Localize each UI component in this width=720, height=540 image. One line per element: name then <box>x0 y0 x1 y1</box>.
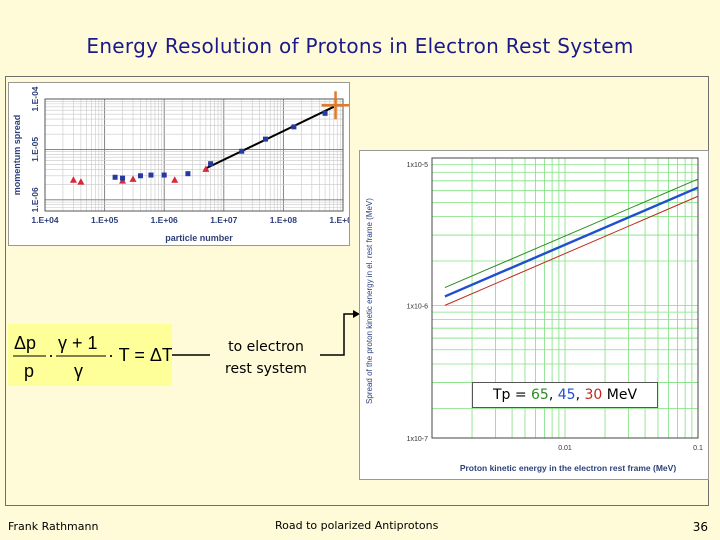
x-tick-label: 1.E+07 <box>210 215 237 225</box>
tp-legend-box: Tp = 65, 45, 30 MeV <box>472 382 658 408</box>
formula-gamma-plus-one: γ + 1 <box>58 333 98 353</box>
data-point-square <box>322 110 328 116</box>
x-tick-label: 1.E+04 <box>31 215 58 225</box>
to-electron-rest-system-label: to electron rest system <box>212 336 320 380</box>
x-tick-label: 0.1 <box>693 445 703 452</box>
data-point-square <box>161 172 167 178</box>
to-electron-line1: to electron <box>228 339 304 355</box>
data-point-square <box>208 161 214 167</box>
data-point-triangle <box>171 176 179 183</box>
x-axis-label: particle number <box>165 233 233 243</box>
formula-box: Δp p · γ + 1 γ · T = ΔT <box>8 324 173 386</box>
footer-author: Frank Rathmann <box>8 520 99 533</box>
y-tick-label: 1x10-6 <box>407 303 429 310</box>
y-axis-label: Spread of the proton kinetic energy in e… <box>365 198 374 404</box>
tp-separator-1: , <box>548 387 558 403</box>
formula-svg: Δp p · γ + 1 γ · T = ΔT <box>13 333 173 381</box>
tp-65-value: 65 <box>531 387 549 403</box>
formula-rhs: · T = ΔT <box>108 345 172 365</box>
x-axis-label: Proton kinetic energy in the electron re… <box>460 463 677 473</box>
formula-gamma: γ <box>74 361 83 381</box>
slide-title: Energy Resolution of Protons in Electron… <box>86 34 634 58</box>
y-tick-label: 1.E-06 <box>30 187 40 212</box>
y-tick-label: 1.E-04 <box>30 86 40 111</box>
data-point-square <box>148 172 154 178</box>
momentum-spread-chart: 1.E+04 1.E+05 1.E+06 1.E+07 1.E+08 1.E+09 1.E-… <box>8 82 357 246</box>
data-point-triangle <box>77 178 85 185</box>
footer-talk-title: Road to polarized Antiprotons <box>275 519 439 532</box>
tp-prefix: Tp = <box>492 387 532 403</box>
y-tick-label: 1x10-5 <box>407 162 429 169</box>
plus-marker-icon <box>321 91 350 120</box>
data-point-square <box>185 171 191 177</box>
x-tick-label: 1.E+05 <box>91 215 118 225</box>
series-line <box>444 186 699 298</box>
energy-spread-chart: 0.01 0.1 1x10-5 1x10-6 1x10-7 Proton kinetic… <box>359 150 709 480</box>
data-point-square <box>137 173 143 179</box>
data-point-triangle <box>69 176 77 183</box>
y-tick-label: 1.E-05 <box>30 137 40 162</box>
y-tick-label: 1x10-7 <box>407 436 429 443</box>
x-tick-label: 0.01 <box>558 445 572 452</box>
series-line <box>444 178 699 289</box>
data-point-square <box>291 124 297 130</box>
tp-unit: MeV <box>602 387 638 403</box>
tp-45-value: 45 <box>557 387 576 403</box>
tp-30-value: 30 <box>584 387 603 403</box>
formula-p: p <box>24 361 34 381</box>
to-electron-line2: rest system <box>225 361 307 377</box>
x-tick-label: 1.E+06 <box>151 215 178 225</box>
y-axis-label: momentum spread <box>12 115 22 196</box>
data-point-square <box>112 174 118 180</box>
fit-line <box>205 105 335 170</box>
tp-separator-2: , <box>575 387 585 403</box>
data-point-square <box>239 148 245 154</box>
page-number: 36 <box>692 520 708 534</box>
momentum-spread-svg: 1.E+04 1.E+05 1.E+06 1.E+07 1.E+08 1.E+09 1.E-… <box>12 86 357 243</box>
formula-dp: Δp <box>14 333 36 353</box>
energy-spread-svg: 0.01 0.1 1x10-5 1x10-6 1x10-7 Proton kinetic… <box>365 157 703 473</box>
data-point-square <box>120 175 126 181</box>
data-point-square <box>262 136 268 142</box>
data-point-triangle <box>129 175 137 182</box>
series-line <box>444 195 699 306</box>
data-point-triangle <box>202 165 210 172</box>
x-tick-label: 1.E+08 <box>270 215 297 225</box>
svg-text:·: · <box>48 345 54 365</box>
x-tick-label: 1.E+09 <box>329 215 349 225</box>
